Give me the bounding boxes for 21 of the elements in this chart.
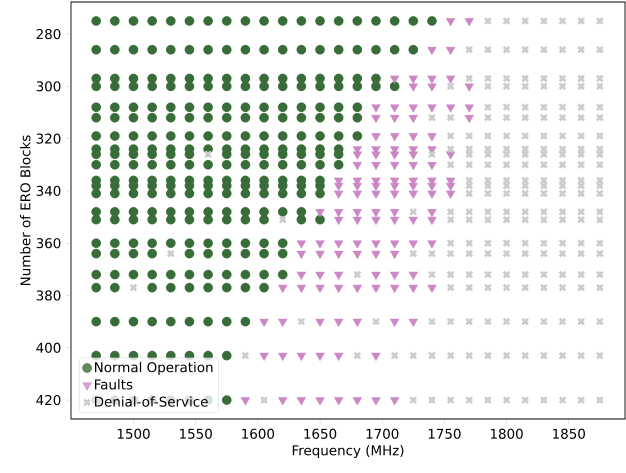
y-tick-label: 360 xyxy=(36,238,60,248)
x-tick-label: 1650 xyxy=(304,428,336,439)
x-tick-label: 1500 xyxy=(118,428,150,439)
y-tick-label: 420 xyxy=(36,394,60,406)
x-tick-label: 1800 xyxy=(490,428,523,439)
x-tick-label: 1550 xyxy=(180,428,212,439)
x-axis-title: Frequency (MHz) xyxy=(292,445,404,458)
x-tick-label: 1700 xyxy=(366,428,398,439)
y-tick-label: 320 xyxy=(36,134,60,144)
y-tick-label: 300 xyxy=(36,81,60,92)
y-tick-label: 400 xyxy=(36,342,60,353)
y-tick-label: 380 xyxy=(36,290,60,301)
legend-label: Denial-of-Service xyxy=(95,396,208,407)
legend-label: Normal Operation xyxy=(95,362,212,375)
legend-label: Faults xyxy=(95,379,132,390)
x-tick-label: 1750 xyxy=(428,428,461,439)
x-tick-label: 1600 xyxy=(242,428,274,439)
y-axis-title: Number of ERO Blocks xyxy=(20,135,30,285)
y-tick-label: 280 xyxy=(36,28,60,40)
x-tick-label: 1850 xyxy=(553,428,585,439)
y-tick-label: 340 xyxy=(36,186,60,196)
